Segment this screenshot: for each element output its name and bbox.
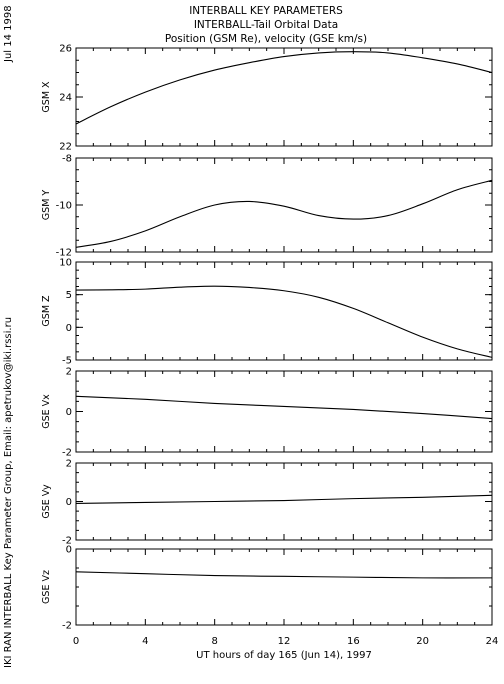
panel-6-ytick-label: -2: [62, 621, 72, 632]
panel-6-ytick-label: 0: [66, 545, 72, 556]
side-date-label: Jul 14 1998: [3, 5, 14, 63]
x-tick-label: 0: [73, 636, 79, 647]
x-axis-label: UT hours of day 165 (Jun 14), 1997: [196, 650, 372, 661]
panel-1-ytick-label: 24: [59, 93, 72, 104]
panel-2-ytick-label: -12: [56, 248, 72, 259]
panel-2-series-line: [75, 179, 493, 248]
x-tick-label: 24: [486, 636, 499, 647]
panel-4-ytick-label: -2: [62, 448, 72, 459]
panel-4-ytick-label: 0: [66, 407, 72, 418]
figure-title-line-1: INTERBALL KEY PARAMETERS: [189, 5, 343, 17]
x-tick-label: 4: [142, 636, 148, 647]
panel-4-frame: [75, 370, 493, 453]
panel-3-ytick-label: -5: [62, 356, 72, 367]
panel-5-series-line: [75, 494, 493, 504]
panel-5-ylabel: GSE Vy: [41, 484, 52, 519]
panel-6-frame: [75, 548, 493, 626]
panel-6-ylabel: GSE Vz: [41, 570, 52, 604]
panel-1-ytick-label: 22: [59, 142, 72, 153]
figure-title-line-2: INTERBALL-Tail Orbital Data: [194, 19, 338, 31]
panel-3-ylabel: GSM Z: [41, 295, 52, 327]
x-tick-label: 12: [278, 636, 291, 647]
panel-1-frame: [75, 47, 493, 147]
panel-3-ytick-label: 5: [66, 290, 72, 301]
x-tick-label: 16: [347, 636, 360, 647]
panel-2-ylabel: GSM Y: [41, 190, 52, 221]
panel-5-ytick-label: -2: [62, 536, 72, 547]
panel-2-ytick-label: -8: [62, 154, 72, 165]
panel-4-series-line: [75, 395, 493, 420]
panel-3-frame: [75, 261, 493, 361]
panel-2-frame: [75, 157, 493, 253]
x-tick-label: 20: [416, 636, 429, 647]
panel-3-ytick-label: 10: [59, 258, 72, 269]
panel-3-series-line: [75, 285, 493, 358]
panel-1-ylabel: GSM X: [41, 81, 52, 113]
panel-2-ytick-label: -10: [56, 201, 72, 212]
side-credit-label: IKI RAN INTERBALL Key Parameter Group, E…: [3, 317, 14, 668]
figure-title-line-3: Position (GSM Re), velocity (GSE km/s): [165, 33, 367, 45]
panel-3-ytick-label: 0: [66, 323, 72, 334]
panel-4-ytick-label: 2: [66, 367, 72, 378]
x-tick-label: 8: [211, 636, 217, 647]
panel-1-ytick-label: 26: [59, 44, 72, 55]
panel-5-ytick-label: 0: [66, 497, 72, 508]
panel-1-series-line: [75, 51, 493, 125]
panel-6-series-line: [75, 571, 493, 579]
panel-4-ylabel: GSE Vx: [41, 394, 52, 429]
panel-5-ytick-label: 2: [66, 459, 72, 470]
panel-5-frame: [75, 462, 493, 541]
